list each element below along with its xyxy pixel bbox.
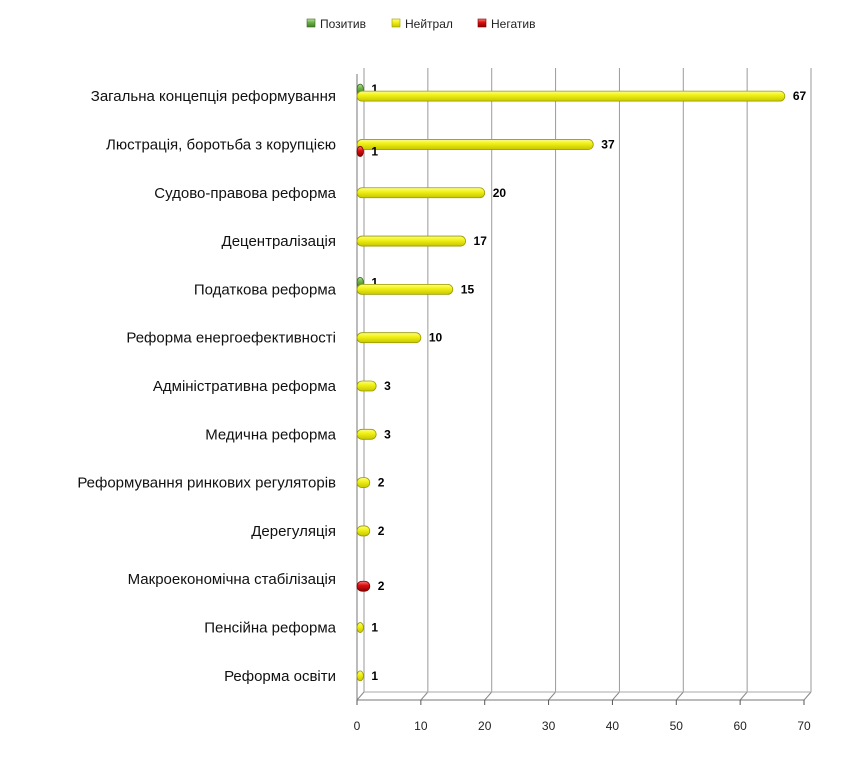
category-label: Децентралізація xyxy=(222,233,336,250)
legend-entry: Нейтрал xyxy=(405,17,453,31)
data-label: 2 xyxy=(378,524,385,538)
floor-line xyxy=(675,691,684,701)
legend-swatch xyxy=(477,18,487,28)
bar-негатив xyxy=(356,146,364,157)
x-tick-label: 10 xyxy=(414,719,428,733)
category-label: Макроекономічна стабілізація xyxy=(128,571,336,588)
bar-нейтрал xyxy=(356,187,486,199)
bar-нейтрал xyxy=(356,332,422,344)
x-axis: 0 10 20 30 40 50 60 70 xyxy=(354,700,811,733)
data-label: 1 xyxy=(371,82,378,96)
data-label: 67 xyxy=(793,89,807,103)
legend: Позитив Нейтрал Негатив xyxy=(306,17,535,31)
bar-нейтрал xyxy=(356,380,377,392)
data-label: 1 xyxy=(371,621,378,635)
x-tick-label: 60 xyxy=(733,719,747,733)
legend-entry: Негатив xyxy=(491,17,535,31)
bar-нейтрал xyxy=(356,525,371,537)
bar-нейтрал xyxy=(356,477,371,489)
category-label: Пенсійна реформа xyxy=(204,620,336,637)
category-label: Податкова реформа xyxy=(194,281,337,298)
floor-line xyxy=(803,691,812,701)
data-label: 2 xyxy=(378,476,385,490)
category-label: Медична реформа xyxy=(205,426,336,443)
data-label: 1 xyxy=(371,275,378,289)
category-label: Дерегуляція xyxy=(251,523,336,540)
legend-entry: Позитив xyxy=(320,17,366,31)
category-label: Реформа енергоефективності xyxy=(126,330,336,347)
bar-нейтрал xyxy=(356,428,377,440)
grid-lines xyxy=(356,68,812,701)
data-label: 10 xyxy=(429,331,443,345)
x-tick-label: 50 xyxy=(670,719,684,733)
bar-нейтрал xyxy=(356,670,364,682)
bar-нейтрал xyxy=(356,90,786,102)
data-label: 3 xyxy=(384,379,391,393)
category-label: Адміністративна реформа xyxy=(153,378,337,395)
legend-swatch xyxy=(306,18,316,28)
x-tick-label: 20 xyxy=(478,719,492,733)
floor-line xyxy=(612,691,620,701)
bars: 1 1 67 37 20 17 15 10 3 3 2 2 1 1 1 2 xyxy=(356,82,807,683)
floor-line xyxy=(356,691,365,701)
floor-line xyxy=(548,691,556,701)
floor-line xyxy=(420,691,429,701)
category-label: Люстрація, боротьба з корупцією xyxy=(106,136,336,153)
floor-line xyxy=(484,691,493,701)
data-label: 2 xyxy=(378,579,385,593)
category-label: Загальна концепція реформування xyxy=(91,88,336,105)
data-label: 37 xyxy=(601,137,615,151)
data-label: 20 xyxy=(493,186,507,200)
x-tick-label: 40 xyxy=(606,719,620,733)
x-tick-label: 30 xyxy=(542,719,556,733)
category-label: Реформа освіти xyxy=(224,668,336,685)
legend-swatch xyxy=(391,18,401,28)
bar-нейтрал xyxy=(356,235,466,247)
bar-негатив xyxy=(356,580,371,592)
data-label: 3 xyxy=(384,427,391,441)
data-label: 17 xyxy=(474,234,488,248)
category-label: Судово-правова реформа xyxy=(154,185,336,202)
category-labels: Загальна концепція реформування Люстрація… xyxy=(77,88,336,685)
floor-line xyxy=(739,691,748,701)
x-tick-label: 0 xyxy=(354,719,361,733)
bar-нейтрал xyxy=(356,283,454,295)
data-label: 15 xyxy=(461,282,475,296)
data-label: 1 xyxy=(371,669,378,683)
category-label: Реформування ринкових регуляторів xyxy=(77,475,336,492)
x-tick-label: 70 xyxy=(797,719,811,733)
bar-нейтрал xyxy=(356,139,594,150)
data-label: 1 xyxy=(371,144,378,158)
bar-нейтрал xyxy=(356,622,364,633)
